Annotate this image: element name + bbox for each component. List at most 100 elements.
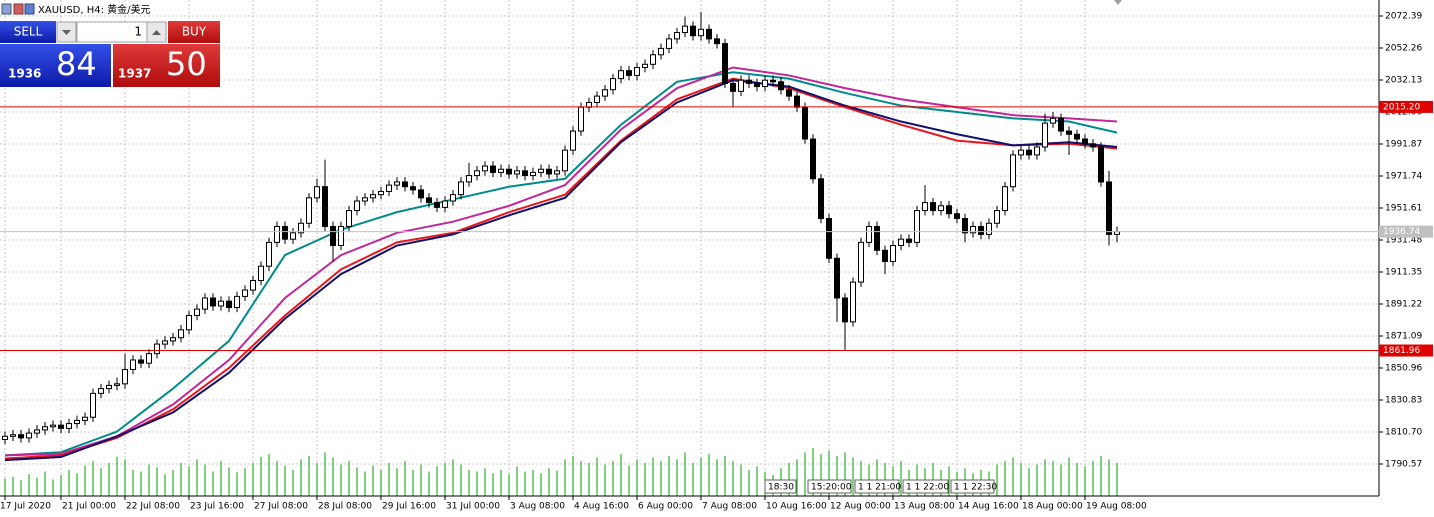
candle-body (50, 424, 56, 428)
candle-body (490, 165, 496, 173)
candle-body (1018, 149, 1024, 156)
candle-body (554, 170, 560, 175)
candle-body (98, 388, 104, 394)
candle-body (410, 186, 416, 191)
candle-body (698, 28, 704, 37)
candle-body (82, 416, 88, 421)
x-tick-label: 10 Aug 16:00 (766, 502, 827, 512)
current-price-label: 1936.74 (1383, 227, 1420, 237)
window-title: XAUUSD, H4: 黄金/美元 (1, 3, 151, 16)
y-tick-label: 1830.83 (1385, 395, 1422, 405)
x-tick-label: 28 Jul 08:00 (318, 502, 372, 512)
candle-body (178, 329, 184, 339)
candle-body (994, 210, 1000, 224)
candle-body (210, 297, 216, 307)
candles (2, 11, 1120, 445)
candle-body (882, 249, 888, 262)
x-tick-label: 3 Aug 08:00 (510, 502, 565, 512)
candle-body (290, 232, 296, 240)
candle-body (18, 434, 24, 439)
candle-body (138, 359, 144, 364)
x-tick-label: 31 Jul 00:00 (446, 502, 500, 512)
candle-body (386, 184, 392, 192)
bid-box[interactable] (0, 44, 111, 87)
candle-body (498, 168, 504, 173)
candle-body (650, 54, 656, 65)
bid-big: 1936 (8, 67, 41, 81)
candle-body (1082, 138, 1088, 145)
ask-box[interactable] (113, 44, 220, 87)
candle-body (746, 79, 752, 84)
candle-body (602, 89, 608, 97)
candle-body (482, 165, 488, 172)
candle-body (146, 353, 152, 364)
candle-body (458, 181, 464, 196)
candle-body (954, 213, 960, 220)
candle-body (66, 423, 72, 429)
candle-body (850, 281, 856, 323)
x-tick-label: 29 Jul 16:00 (382, 502, 436, 512)
sell-button[interactable] (0, 21, 56, 43)
candle-body (474, 170, 480, 177)
ask-small: 50 (166, 45, 207, 83)
x-tick-label: 17 Jul 2020 (0, 502, 51, 512)
candle-body (794, 95, 800, 108)
candle-body (74, 419, 80, 425)
moving-average (4, 66, 1118, 457)
time-marker-box (950, 479, 995, 494)
candle-body (434, 202, 440, 208)
candle-body (610, 78, 616, 91)
candle-body (906, 238, 912, 243)
time-marker: 15:20:00 (811, 483, 852, 493)
buy-label: BUY (182, 25, 207, 39)
candle-body (578, 106, 584, 132)
candle-body (858, 241, 864, 283)
candle-body (234, 295, 240, 309)
candle-body (114, 383, 120, 386)
moving-average (4, 77, 1118, 460)
candle-body (522, 170, 528, 177)
level-label-box (1379, 100, 1433, 113)
candle-body (530, 171, 536, 177)
candle-body (922, 202, 928, 212)
candle-body (362, 197, 368, 202)
candle-body (538, 168, 544, 173)
candle-body (866, 225, 872, 243)
candle-body (962, 218, 968, 234)
candle-body (642, 63, 648, 68)
candle-body (946, 205, 952, 215)
candle-body (170, 337, 176, 342)
candle-body (762, 79, 768, 88)
candle-body (738, 79, 744, 92)
y-tick-label: 2032.13 (1385, 75, 1422, 85)
time-marker-box (807, 479, 852, 494)
x-tick-label: 22 Jul 08:00 (126, 502, 180, 512)
x-tick-label: 18 Aug 00:00 (1022, 502, 1083, 512)
candle-body (930, 202, 936, 212)
candle-body (34, 429, 40, 434)
candle-body (914, 210, 920, 243)
candle-body (330, 225, 336, 247)
time-marker: 1 1 22:00 (906, 483, 949, 493)
candle-body (394, 181, 400, 186)
x-tick-label: 12 Aug 00:00 (830, 502, 891, 512)
candle-body (658, 47, 664, 56)
x-tick-label: 4 Aug 16:00 (574, 502, 629, 512)
candle-body (306, 197, 312, 224)
x-tick-label: 27 Jul 08:00 (254, 502, 308, 512)
candle-body (154, 343, 160, 355)
candle-body (26, 432, 32, 439)
candle-body (106, 384, 112, 390)
candle-body (378, 190, 384, 196)
candle-body (466, 175, 472, 183)
candle-body (1034, 146, 1040, 156)
candle-body (58, 424, 64, 429)
sell-label: SELL (14, 25, 43, 39)
candle-body (442, 200, 448, 208)
y-tick-label: 1891.22 (1385, 299, 1422, 309)
y-tick-label: 1911.35 (1385, 267, 1422, 277)
candle-body (546, 168, 552, 175)
buy-button[interactable] (168, 21, 220, 43)
